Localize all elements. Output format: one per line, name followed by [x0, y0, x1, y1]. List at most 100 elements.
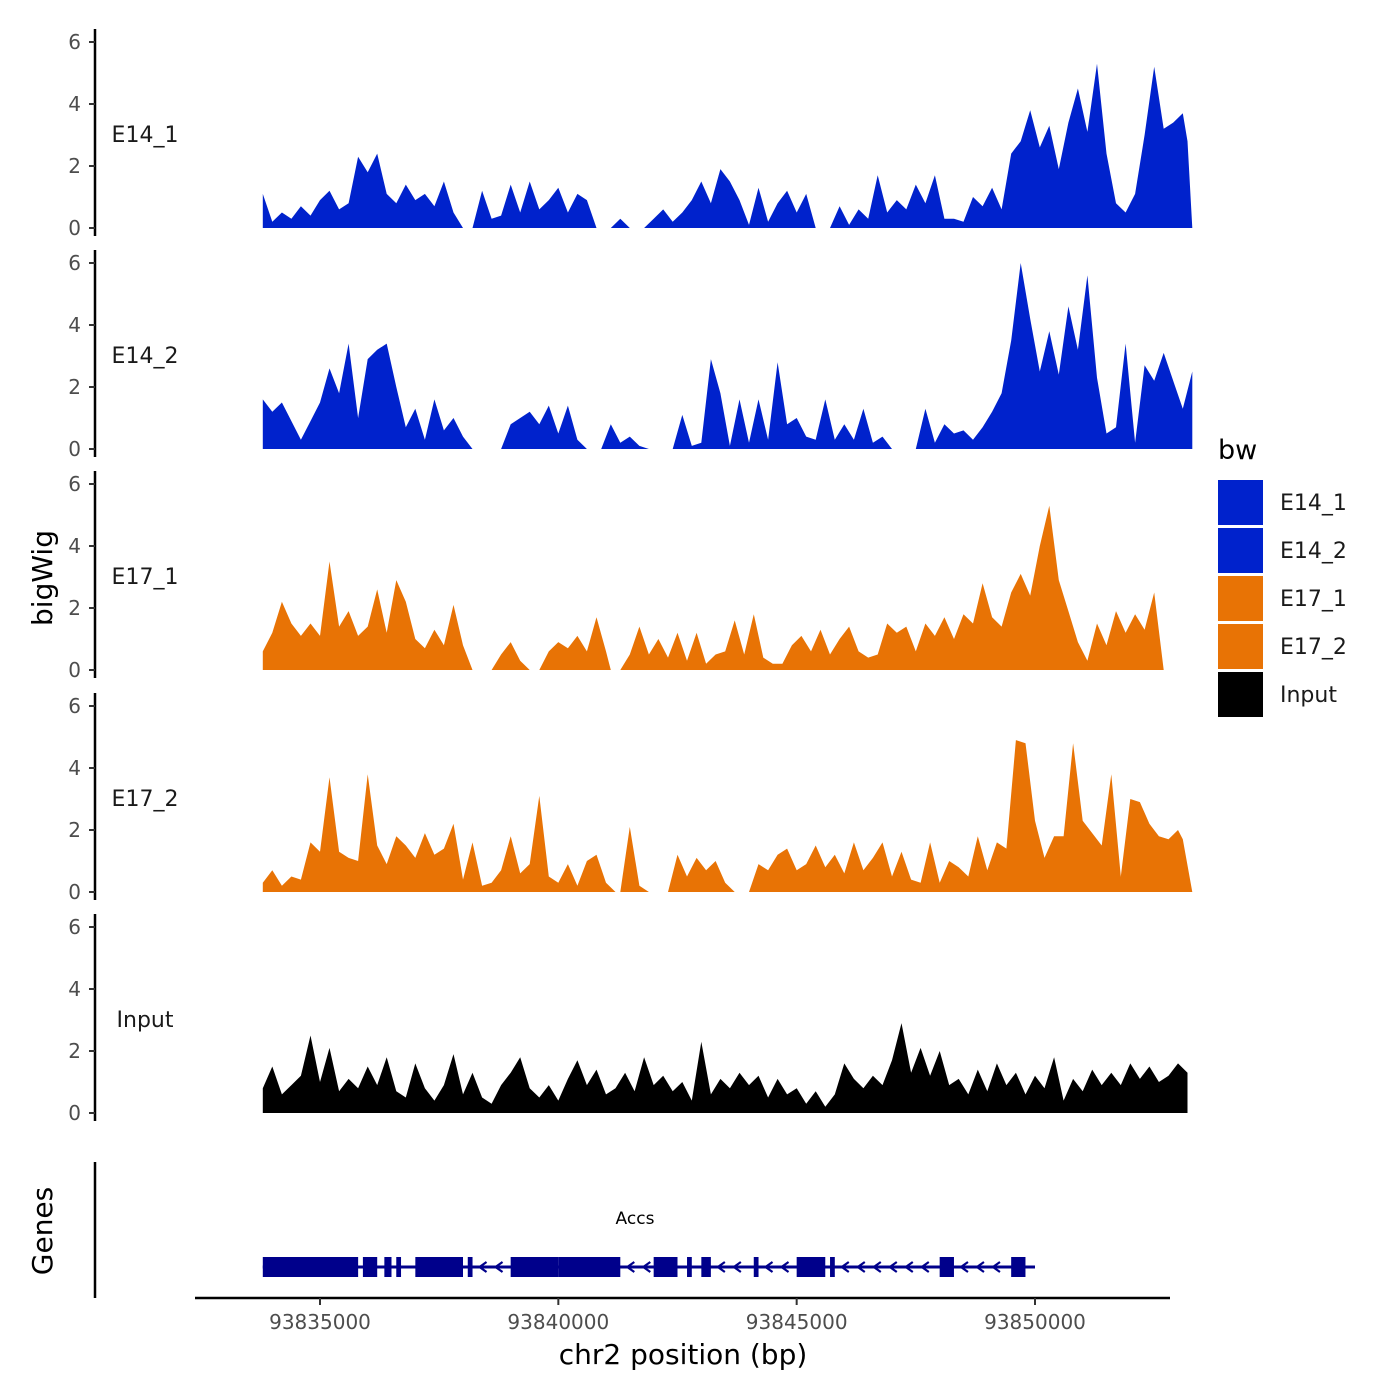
y-tick-label-input-2: 2 — [68, 1039, 81, 1063]
track-input: 0 2 4 6 Input — [68, 914, 1188, 1125]
strand-arrow-9 — [855, 1261, 866, 1273]
gene-exon-9 — [687, 1257, 692, 1277]
x-axis: 93835000 93840000 93845000 93850000 — [195, 1296, 1170, 1334]
coverage-area-e14-2-0 — [262, 343, 473, 449]
coverage-area-e14-1-3 — [644, 169, 816, 228]
coverage-area-e14-2-3 — [672, 359, 892, 449]
y-tick-label-e17-2-6: 6 — [68, 694, 81, 718]
gene-exon-7 — [558, 1257, 621, 1277]
coverage-area-e14-2-4 — [915, 263, 1193, 449]
coverage-area-e14-2-2 — [601, 424, 649, 449]
coverage-area-e14-1-1 — [472, 181, 597, 228]
coverage-area-e17-2-1 — [620, 826, 649, 892]
gene-exon-11 — [753, 1257, 759, 1277]
gene-exon-14 — [939, 1257, 954, 1277]
y-tick-label-input-4: 4 — [68, 977, 81, 1001]
x-tick-label-93845000: 93845000 — [746, 1310, 848, 1334]
track-e17-1: 0 2 4 6 E17_1 — [68, 471, 1164, 682]
x-tick-label-93840000: 93840000 — [507, 1310, 609, 1334]
gene-exon-8 — [653, 1257, 678, 1277]
gene-exon-6 — [510, 1257, 559, 1277]
coverage-area-e14-1-0 — [262, 153, 463, 228]
legend-swatch-e14-2 — [1218, 528, 1263, 573]
strand-arrow-10 — [871, 1261, 882, 1273]
track-e14-1: 0 2 4 6 E14_1 — [68, 29, 1193, 240]
coverage-area-e17-1-1 — [491, 642, 530, 670]
strand-arrow-16 — [991, 1261, 1001, 1273]
y-tick-label-e17-2-0: 0 — [68, 880, 81, 904]
track-e14-2: 0 2 4 6 E14_2 — [68, 250, 1193, 461]
gene-exon-13 — [830, 1257, 835, 1277]
coverage-area-e17-1-0 — [262, 561, 473, 670]
gene-exon-2 — [384, 1257, 392, 1277]
coverage-area-e14-1-4 — [830, 63, 1193, 229]
y-tick-label-e17-2-4: 4 — [68, 756, 81, 780]
strand-arrow-2 — [625, 1261, 635, 1273]
gene-exon-12 — [796, 1257, 826, 1277]
coverage-area-e14-1-2 — [610, 218, 630, 228]
y-tick-label-e14-2-6: 6 — [68, 251, 81, 275]
legend-swatch-e17-2 — [1218, 624, 1263, 669]
x-tick-label-93850000: 93850000 — [984, 1310, 1086, 1334]
y-tick-label-e17-1-0: 0 — [68, 658, 81, 682]
strand-arrow-6 — [763, 1261, 774, 1273]
gene-exon-15 — [1011, 1257, 1026, 1277]
y-tick-label-e14-1-4: 4 — [68, 92, 81, 116]
strand-arrow-3 — [641, 1261, 651, 1273]
legend-label-e14-2: E14_2 — [1280, 539, 1347, 564]
y-tick-label-e17-1-6: 6 — [68, 472, 81, 496]
track-panels: 0 2 4 6 E14_1 0 2 4 6 E14_2 0 2 4 6 E17_1 0 2 4 6 E17_2 0 2 4 6… — [68, 29, 1193, 1125]
coverage-area-e17-1-3 — [620, 505, 1164, 670]
legend-title: bw — [1218, 435, 1257, 466]
track-e17-2: 0 2 4 6 E17_2 — [68, 693, 1193, 904]
strand-arrow-1 — [493, 1261, 504, 1273]
gene-name-label: Accs — [616, 1209, 655, 1229]
strand-arrow-13 — [919, 1261, 930, 1273]
track-label-input: Input — [117, 1008, 174, 1033]
coverage-area-e17-2-3 — [749, 740, 1193, 892]
coverage-area-input-0 — [262, 1023, 1188, 1113]
gene-exon-1 — [362, 1257, 378, 1277]
y-tick-label-e14-2-0: 0 — [68, 437, 81, 461]
legend-label-e14-1: E14_1 — [1280, 491, 1347, 516]
legend-label-input: Input — [1280, 683, 1337, 708]
strand-arrow-12 — [903, 1261, 914, 1273]
track-label-e17-1: E17_1 — [112, 565, 179, 590]
y-tick-label-e14-2-4: 4 — [68, 313, 81, 337]
track-label-e17-2: E17_2 — [112, 787, 179, 812]
y-tick-label-e14-2-2: 2 — [68, 375, 81, 399]
legend-label-e17-2: E17_2 — [1280, 635, 1347, 660]
y-tick-label-e17-1-4: 4 — [68, 534, 81, 558]
coverage-area-e17-1-2 — [539, 617, 611, 670]
gene-track — [93, 1162, 1035, 1298]
strand-arrow-11 — [887, 1261, 898, 1273]
y-tick-label-e14-1-2: 2 — [68, 154, 81, 178]
strand-arrow-8 — [839, 1261, 850, 1273]
track-label-e14-2: E14_2 — [112, 344, 179, 369]
track-label-e14-1: E14_1 — [112, 123, 179, 148]
strand-arrow-14 — [959, 1261, 969, 1273]
gene-exon-10 — [701, 1257, 711, 1277]
y-tick-label-input-6: 6 — [68, 915, 81, 939]
coverage-area-e14-2-1 — [501, 405, 587, 449]
legend-swatch-e17-1 — [1218, 576, 1263, 621]
y-tick-label-e17-1-2: 2 — [68, 596, 81, 620]
gene-exon-3 — [396, 1257, 402, 1277]
x-axis-title: chr2 position (bp) — [559, 1338, 808, 1371]
gene-exon-4 — [415, 1257, 463, 1277]
y-tick-label-e17-2-2: 2 — [68, 818, 81, 842]
legend: E14_1 E14_2 E17_1 E17_2 Input — [1218, 480, 1347, 717]
genes-axis-title: Genes — [26, 1187, 59, 1275]
strand-arrow-7 — [779, 1261, 790, 1273]
gene-exon-0 — [262, 1257, 359, 1277]
y-tick-label-input-0: 0 — [68, 1101, 81, 1125]
strand-arrow-0 — [477, 1261, 488, 1273]
y-axis-title: bigWig — [26, 530, 59, 626]
legend-swatch-e14-1 — [1218, 480, 1263, 525]
strand-arrow-4 — [715, 1261, 726, 1273]
x-tick-label-93835000: 93835000 — [269, 1310, 371, 1334]
y-tick-label-e14-1-6: 6 — [68, 30, 81, 54]
strand-arrow-15 — [975, 1261, 985, 1273]
coverage-area-e17-2-2 — [668, 854, 735, 892]
